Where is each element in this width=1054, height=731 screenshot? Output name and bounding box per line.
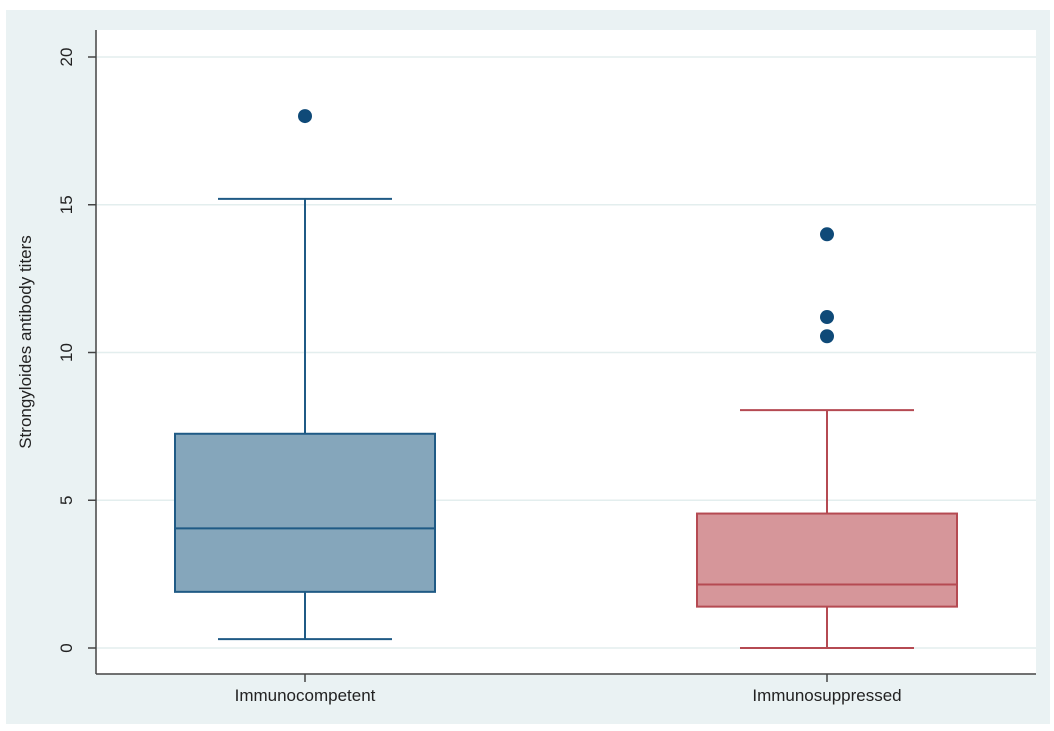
- x-tick-label: Immunosuppressed: [752, 686, 901, 705]
- y-tick-label: 5: [57, 496, 76, 505]
- y-tick-label: 15: [57, 195, 76, 214]
- outlier-point: [820, 310, 834, 324]
- outlier-point: [298, 109, 312, 123]
- y-tick-label: 10: [57, 343, 76, 362]
- y-tick-label: 20: [57, 48, 76, 67]
- y-axis-title: Strongyloides antibody titers: [16, 235, 35, 449]
- iqr-box: [175, 434, 435, 592]
- y-axis-ticks: 0 5 10 15 20: [57, 48, 96, 653]
- outlier-point: [820, 329, 834, 343]
- outlier-point: [820, 227, 834, 241]
- x-axis-ticks: Immunocompetent Immunosuppressed: [235, 674, 902, 705]
- x-tick-label: Immunocompetent: [235, 686, 376, 705]
- iqr-box: [697, 514, 957, 607]
- y-tick-label: 0: [57, 643, 76, 652]
